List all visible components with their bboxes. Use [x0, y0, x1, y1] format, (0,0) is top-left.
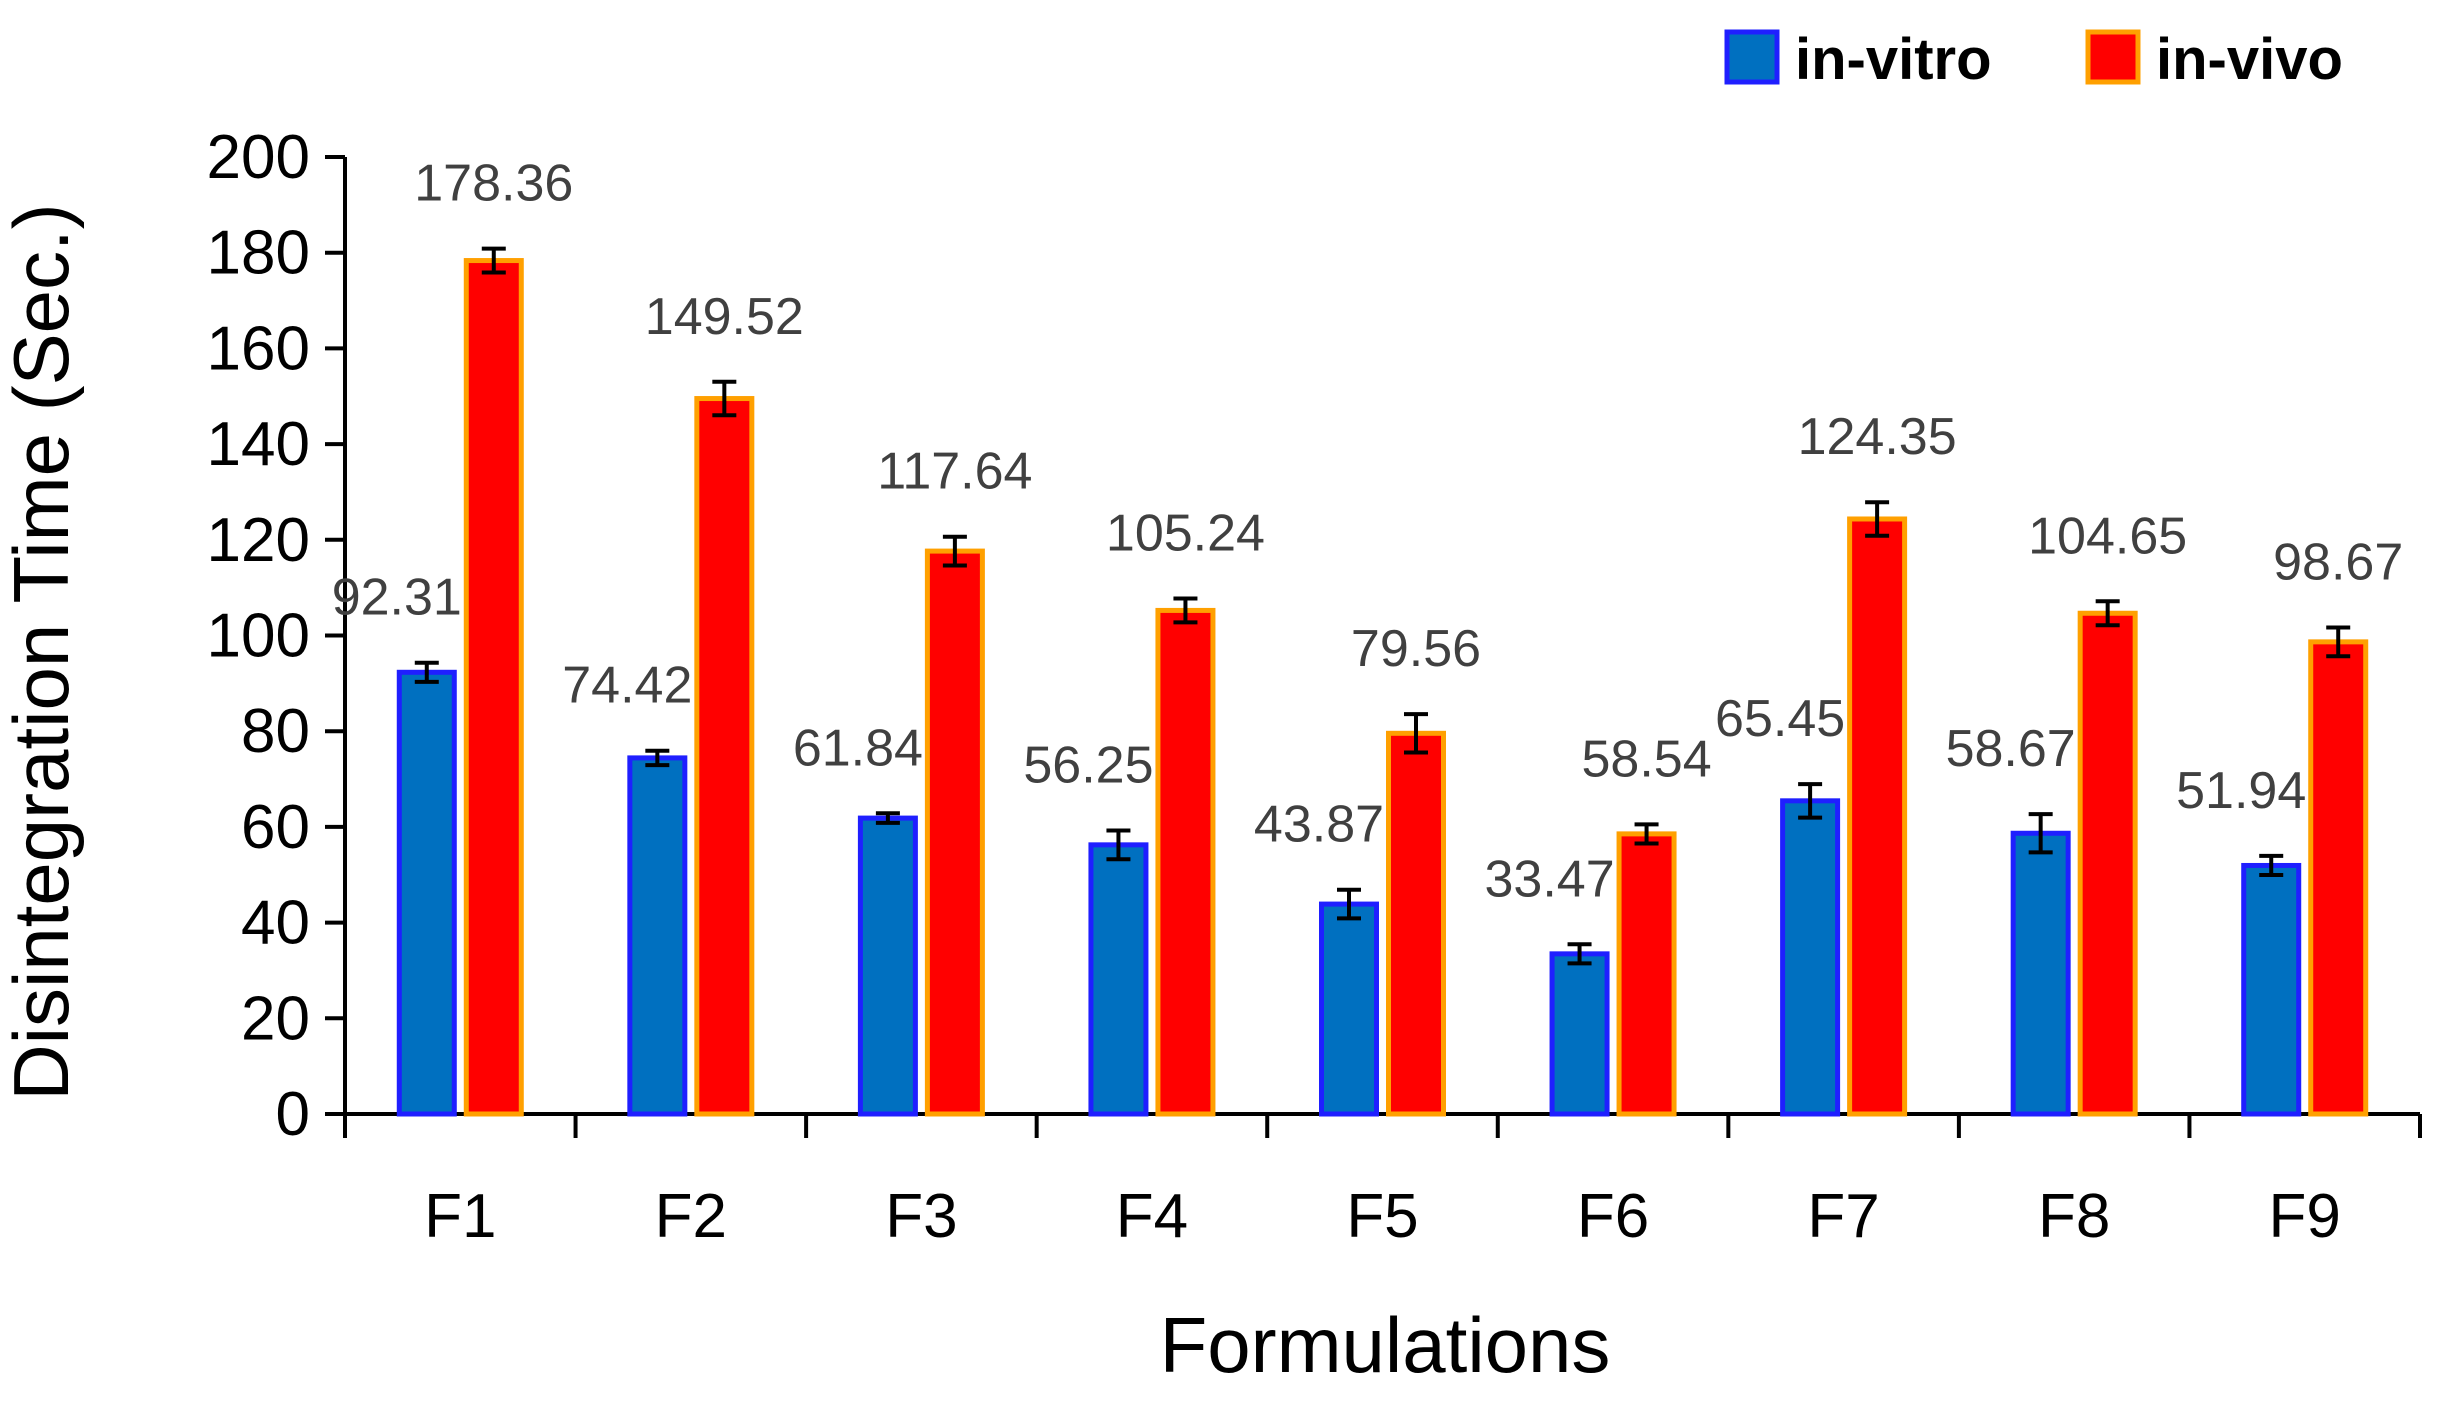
- y-tick-label: 20: [241, 984, 310, 1053]
- data-label-in-vivo-F1: 178.36: [414, 155, 573, 213]
- y-tick-label: 80: [241, 697, 310, 766]
- x-category-label: F2: [655, 1182, 727, 1251]
- y-tick-label: 160: [207, 314, 310, 383]
- data-label-in-vitro-F3: 61.84: [793, 719, 923, 777]
- x-category-label: F6: [1577, 1182, 1649, 1251]
- x-category-label: F8: [2038, 1182, 2110, 1251]
- bar-in-vitro-F3: [857, 815, 918, 1117]
- y-axis: 0 20 40 60 80 100 120 140 160 180 200: [207, 123, 347, 1149]
- bar-in-vitro-F5: [1319, 901, 1379, 1117]
- y-tick-label: 180: [207, 219, 310, 288]
- data-label-in-vivo-F9: 98.67: [2273, 534, 2403, 592]
- bar-in-vitro-F1: [396, 669, 457, 1117]
- x-category-label: F7: [1807, 1182, 1879, 1251]
- bar-in-vitro-F2: [627, 755, 688, 1117]
- y-tick-label: 60: [241, 793, 310, 862]
- x-category-label: F9: [2269, 1182, 2341, 1251]
- data-label-in-vitro-F5: 43.87: [1254, 796, 1384, 854]
- data-label-in-vitro-F1: 92.31: [332, 569, 462, 627]
- y-tick-label: 140: [207, 410, 310, 479]
- data-label-in-vivo-F7: 124.35: [1798, 408, 1957, 466]
- bar-in-vivo-F3: [924, 548, 985, 1117]
- data-labels: 92.31 178.36 74.42 149.52 61.84 117.64 56.25 10…: [332, 155, 2404, 909]
- x-category-label: F3: [885, 1182, 957, 1251]
- bar-in-vivo-F4: [1155, 607, 1216, 1117]
- y-axis-title: Disintegration Time (Sec.): [0, 203, 85, 1100]
- y-tick-label: 120: [207, 506, 310, 575]
- x-category-label: F5: [1346, 1182, 1418, 1251]
- data-label-in-vivo-F4: 105.24: [1106, 504, 1265, 562]
- bar-in-vivo-F6: [1616, 831, 1677, 1117]
- x-category-label: F4: [1116, 1182, 1188, 1251]
- legend-swatch-in-vitro: [1724, 29, 1780, 85]
- bar-in-vitro-F8: [2010, 830, 2071, 1117]
- bar-in-vivo-F7: [1847, 516, 1908, 1117]
- data-label-in-vitro-F6: 33.47: [1484, 850, 1614, 908]
- y-tick-label: 0: [276, 1080, 310, 1149]
- bar-in-vivo-F9: [2308, 639, 2369, 1117]
- y-tick-label: 200: [207, 123, 310, 192]
- data-label-in-vivo-F2: 149.52: [645, 288, 804, 346]
- data-label-in-vivo-F5: 79.56: [1351, 620, 1481, 678]
- legend-label-in-vitro: in-vitro: [1795, 27, 1992, 92]
- data-label-in-vitro-F8: 58.67: [1946, 720, 2076, 778]
- legend-label-in-vivo: in-vivo: [2156, 27, 2343, 92]
- legend-swatch-in-vivo: [2085, 29, 2141, 85]
- bar-in-vitro-F6: [1549, 951, 1610, 1117]
- data-label-in-vivo-F8: 104.65: [2028, 507, 2187, 565]
- bar-in-vivo-F2: [694, 396, 755, 1117]
- bar-in-vitro-F9: [2241, 862, 2302, 1117]
- x-category-label: F1: [424, 1182, 496, 1251]
- x-axis: F1 F2 F3 F4 F5 F6 F7 F8 F9: [343, 1112, 2422, 1251]
- y-tick-label: 100: [207, 602, 310, 671]
- y-tick-label: 40: [241, 889, 310, 958]
- bar-in-vivo-F8: [2077, 610, 2138, 1117]
- bar-in-vitro-F4: [1088, 842, 1149, 1117]
- data-label-in-vitro-F4: 56.25: [1023, 736, 1153, 794]
- bars: [396, 258, 2369, 1117]
- bar-in-vitro-F7: [1780, 798, 1841, 1117]
- x-axis-title: Formulations: [1160, 1301, 1611, 1389]
- bar-in-vivo-F5: [1386, 730, 1446, 1117]
- data-label-in-vitro-F2: 74.42: [562, 657, 692, 715]
- data-label-in-vivo-F3: 117.64: [877, 443, 1032, 501]
- data-label-in-vivo-F6: 58.54: [1581, 730, 1711, 788]
- data-label-in-vitro-F9: 51.94: [2176, 762, 2306, 820]
- bar-in-vivo-F1: [463, 258, 524, 1117]
- legend: in-vitro in-vivo: [1724, 27, 2343, 92]
- error-bars: [414, 246, 2351, 966]
- data-label-in-vitro-F7: 65.45: [1715, 690, 1845, 748]
